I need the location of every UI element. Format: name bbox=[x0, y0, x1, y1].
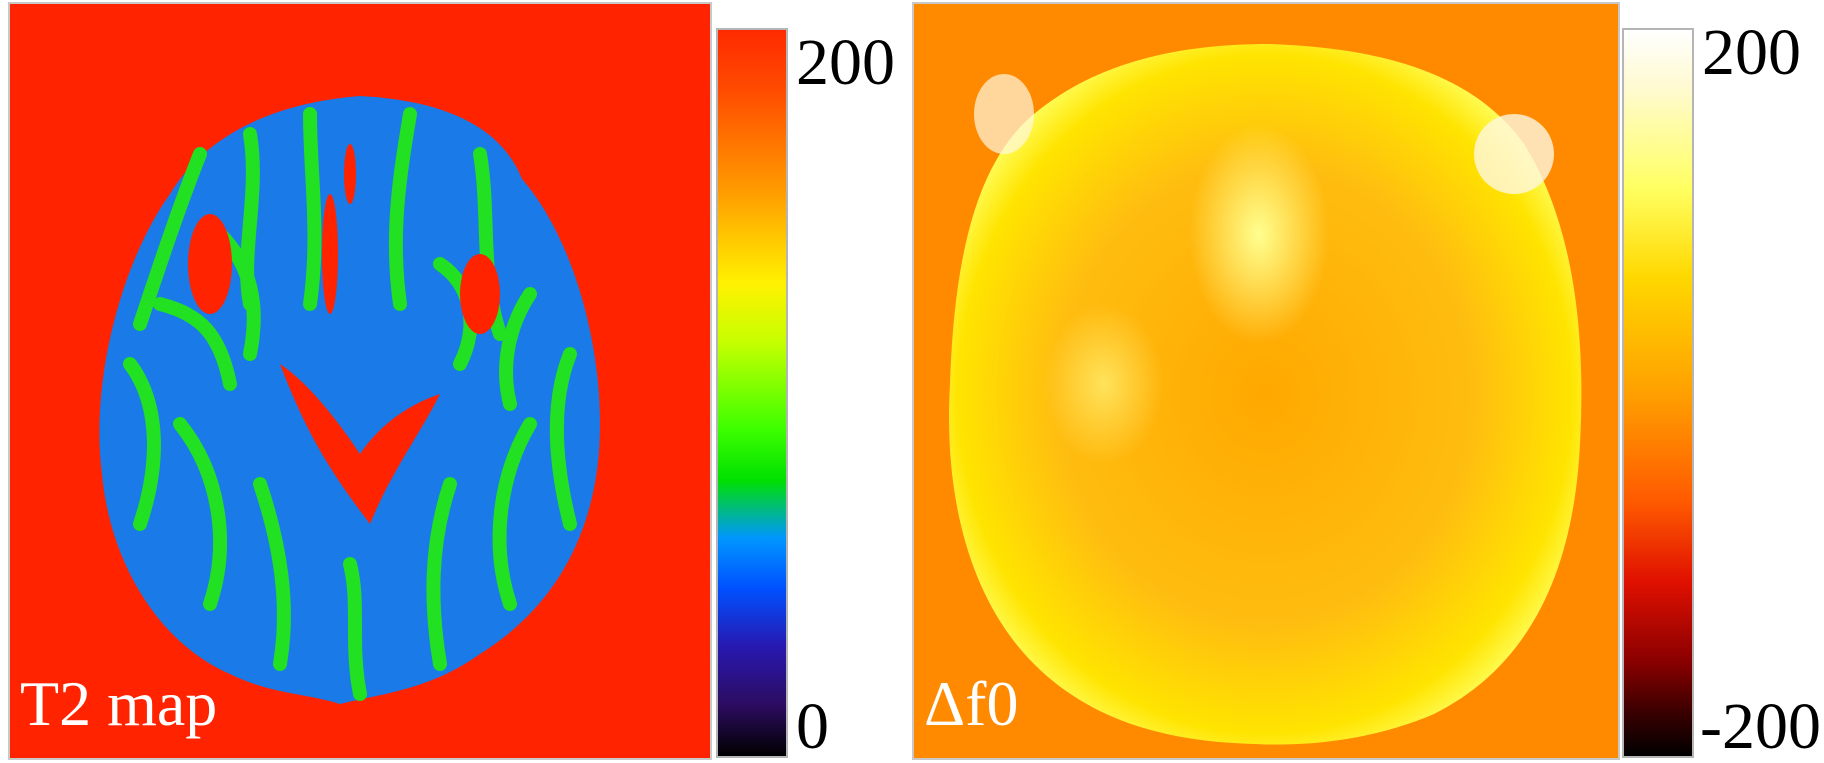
df0-colorbar-max-label: 200 bbox=[1702, 16, 1801, 89]
t2-csf-regions bbox=[188, 144, 500, 524]
df0-colorbar bbox=[1622, 28, 1694, 758]
t2-map-label: T2 map bbox=[20, 668, 218, 739]
df0-frontal-hotspot bbox=[1189, 124, 1329, 344]
df0-map-label: Δf0 bbox=[924, 668, 1019, 739]
df0-corner-bright-region-left bbox=[974, 74, 1034, 154]
t2-colorbar bbox=[716, 28, 788, 758]
df0-left-hotspot bbox=[1044, 304, 1164, 464]
t2-brain-slice bbox=[99, 96, 600, 704]
df0-field-map bbox=[948, 44, 1582, 745]
t2-colorbar-min-label: 0 bbox=[796, 690, 829, 763]
df0-map-image: Δf0 bbox=[912, 2, 1620, 760]
t2-colorbar-max-label: 200 bbox=[796, 26, 895, 99]
df0-colorbar-min-label: -200 bbox=[1700, 690, 1821, 763]
t2-map-image: T2 map bbox=[8, 2, 712, 760]
df0-corner-bright-region bbox=[1474, 114, 1554, 194]
df0-head bbox=[948, 44, 1582, 745]
